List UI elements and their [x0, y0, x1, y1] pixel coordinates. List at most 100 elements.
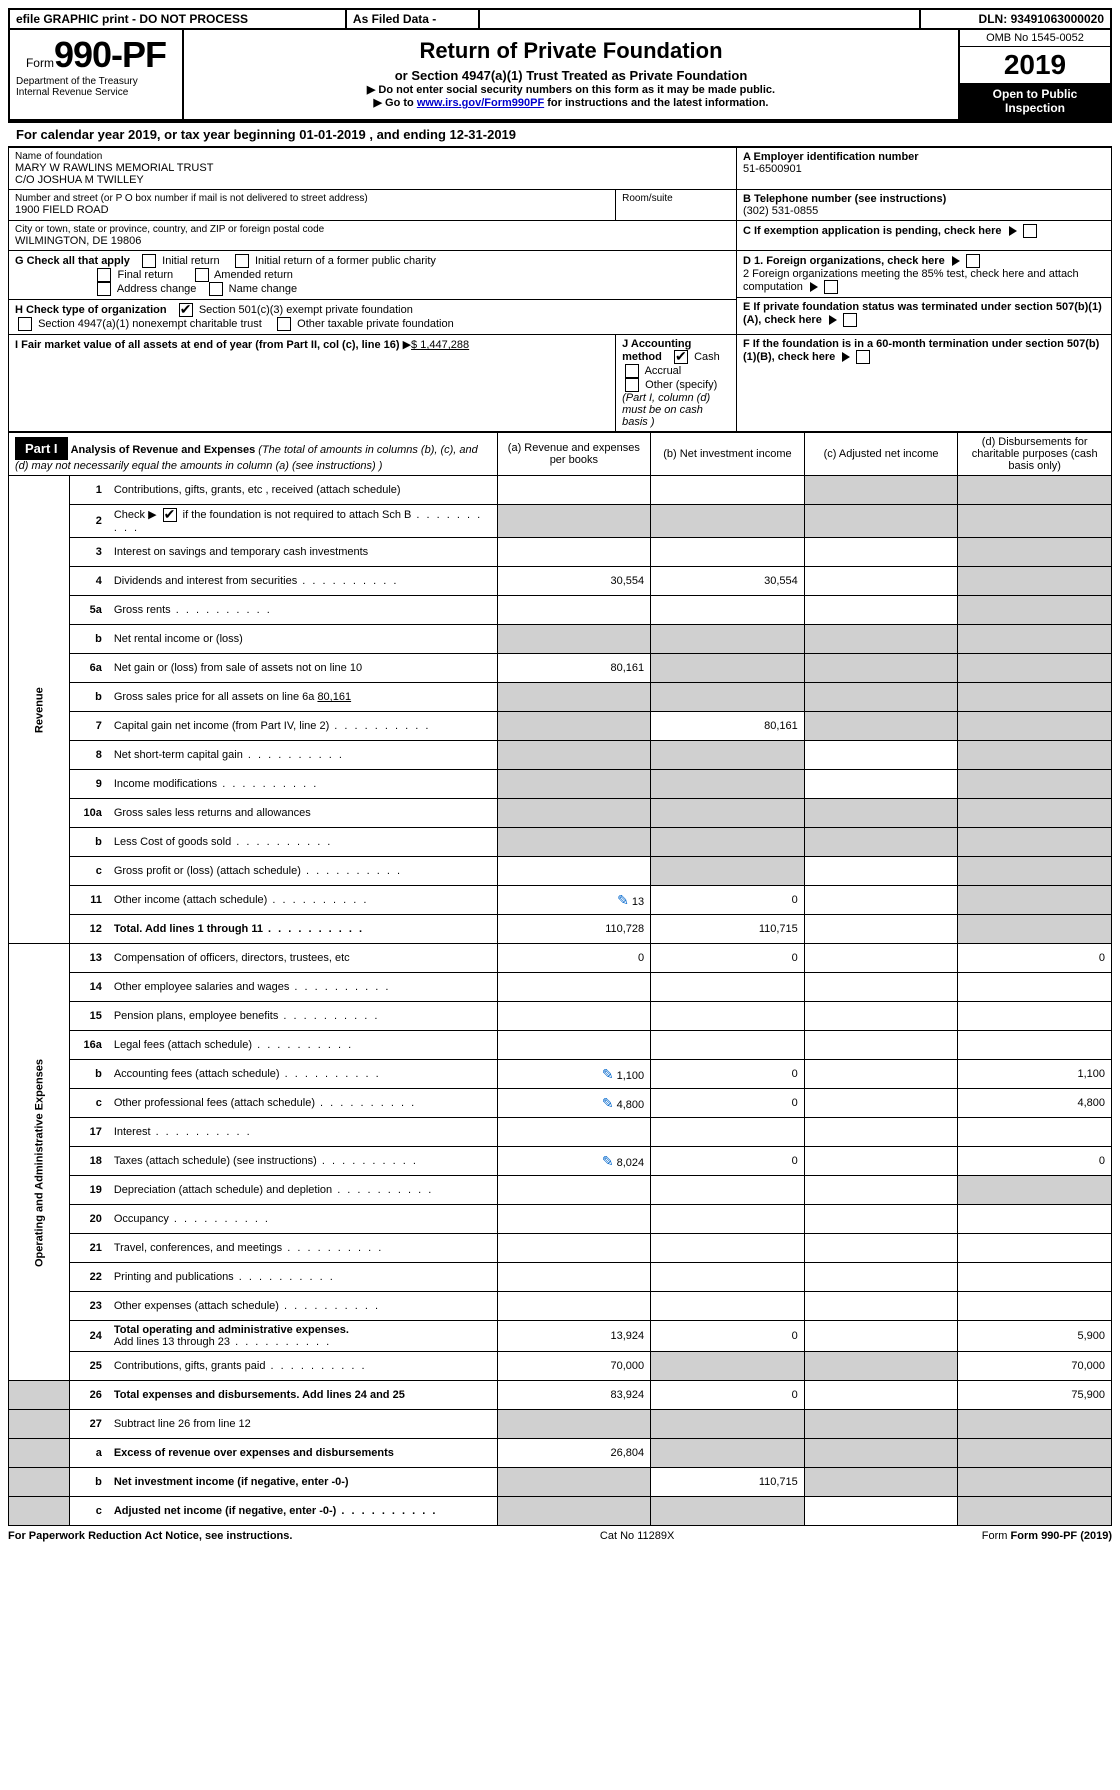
arrow-icon — [842, 352, 850, 362]
checkbox-accrual[interactable] — [625, 364, 639, 378]
foundation-co: C/O JOSHUA M TWILLEY — [15, 174, 730, 186]
r24-b: 0 — [651, 1321, 805, 1352]
irs-link[interactable]: www.irs.gov/Form990PF — [417, 97, 544, 109]
r16c-d: Other professional fees (attach schedule… — [114, 1097, 315, 1109]
line-7-no: 7 — [70, 712, 108, 741]
line-8-no: 8 — [70, 741, 108, 770]
r4-b: 30,554 — [651, 567, 805, 596]
checkbox-d1[interactable] — [966, 254, 980, 268]
line-10b-desc: Less Cost of goods sold — [108, 828, 497, 857]
line-16b-no: b — [70, 1060, 108, 1089]
checkbox-other-tax[interactable] — [277, 317, 291, 331]
line-22-desc: Printing and publications — [108, 1263, 497, 1292]
dln-value: 93491063000020 — [1011, 12, 1104, 26]
dept-line2: Internal Revenue Service — [16, 87, 176, 98]
attach-icon[interactable]: ✎ — [617, 892, 629, 908]
form-container: efile GRAPHIC print - DO NOT PROCESS As … — [8, 8, 1112, 121]
checkbox-other-acct[interactable] — [625, 378, 639, 392]
r25-d: Contributions, gifts, grants paid — [114, 1360, 266, 1372]
r24-d: Total operating and administrative expen… — [114, 1324, 349, 1336]
line-26-desc: Total expenses and disbursements. Add li… — [108, 1381, 497, 1410]
r24-a: 13,924 — [497, 1321, 651, 1352]
hint-1: ▶ Do not enter social security numbers o… — [192, 83, 950, 96]
checkbox-initial-former[interactable] — [235, 254, 249, 268]
line-16c-desc: Other professional fees (attach schedule… — [108, 1089, 497, 1118]
city-label: City or town, state or province, country… — [15, 224, 730, 235]
checkbox-e[interactable] — [843, 313, 857, 327]
r27a-a: 26,804 — [497, 1439, 651, 1468]
checkbox-amended[interactable] — [195, 268, 209, 282]
r18-a: 8,024 — [617, 1157, 645, 1169]
r24-d2: Add lines 13 through 23 — [114, 1336, 230, 1348]
checkbox-namechg[interactable] — [209, 282, 223, 296]
checkbox-cash[interactable] — [674, 350, 688, 364]
r11-d: Other income (attach schedule) — [114, 894, 267, 906]
arrow-icon — [952, 256, 960, 266]
g-namechg: Name change — [229, 283, 298, 295]
checkbox-f[interactable] — [856, 350, 870, 364]
checkbox-501c3[interactable] — [179, 303, 193, 317]
checkbox-schb[interactable] — [163, 508, 177, 522]
r5a-d: Gross rents — [114, 604, 171, 616]
h-label: H Check type of organization — [15, 304, 167, 316]
line-7-desc: Capital gain net income (from Part IV, l… — [108, 712, 497, 741]
expenses-side-label: Operating and Administrative Expenses — [9, 944, 70, 1381]
name-label: Name of foundation — [15, 151, 730, 162]
line-6a-no: 6a — [70, 654, 108, 683]
r16c-d: 4,800 — [958, 1089, 1112, 1118]
line-5b-no: b — [70, 625, 108, 654]
attach-icon[interactable]: ✎ — [602, 1095, 614, 1111]
line-14-desc: Other employee salaries and wages — [108, 973, 497, 1002]
r20-d: Occupancy — [114, 1213, 169, 1225]
g-amended: Amended return — [214, 269, 293, 281]
checkbox-4947[interactable] — [18, 317, 32, 331]
addr-label: Number and street (or P O box number if … — [15, 193, 609, 204]
r13-d: 0 — [958, 944, 1112, 973]
r2-post: if the foundation is not required to att… — [180, 509, 412, 521]
efile-notice: efile GRAPHIC print - DO NOT PROCESS — [9, 9, 346, 29]
checkbox-d2[interactable] — [824, 280, 838, 294]
r16b-a: 1,100 — [617, 1070, 645, 1082]
r25-d-val: 70,000 — [958, 1352, 1112, 1381]
line-9-desc: Income modifications — [108, 770, 497, 799]
r12-b: 110,715 — [651, 915, 805, 944]
line-25-desc: Contributions, gifts, grants paid — [108, 1352, 497, 1381]
checkbox-final[interactable] — [97, 268, 111, 282]
checkbox-initial[interactable] — [142, 254, 156, 268]
part1-label: Part I — [15, 437, 68, 460]
footer-form: Form 990-PF (2019) — [1011, 1530, 1112, 1542]
r17-d: Interest — [114, 1126, 151, 1138]
line-22-no: 22 — [70, 1263, 108, 1292]
footer-mid: Cat No 11289X — [600, 1530, 674, 1542]
part1-title: Analysis of Revenue and Expenses — [71, 444, 256, 456]
part1-table: Part I Analysis of Revenue and Expenses … — [8, 432, 1112, 1526]
line-27a-desc: Excess of revenue over expenses and disb… — [108, 1439, 497, 1468]
top-bar: efile GRAPHIC print - DO NOT PROCESS As … — [9, 9, 1111, 29]
attach-icon[interactable]: ✎ — [602, 1066, 614, 1082]
r7-d: Capital gain net income (from Part IV, l… — [114, 720, 329, 732]
dln-label: DLN: — [979, 12, 1008, 26]
dln-cell: DLN: 93491063000020 — [920, 9, 1111, 29]
line-11-no: 11 — [70, 886, 108, 915]
line-16b-desc: Accounting fees (attach schedule) — [108, 1060, 497, 1089]
line-5a-no: 5a — [70, 596, 108, 625]
checkbox-c[interactable] — [1023, 224, 1037, 238]
r26-d-val: 75,900 — [958, 1381, 1112, 1410]
arrow-icon — [810, 282, 818, 292]
form-word: Form — [26, 56, 54, 70]
line-21-desc: Travel, conferences, and meetings — [108, 1234, 497, 1263]
city-value: WILMINGTON, DE 19806 — [15, 235, 730, 247]
cal-pre: For calendar year 2019, or tax year begi… — [16, 127, 299, 142]
room-label: Room/suite — [622, 193, 730, 204]
ein-value: 51-6500901 — [743, 163, 1105, 175]
line-10c-no: c — [70, 857, 108, 886]
line-24-no: 24 — [70, 1321, 108, 1352]
line-2-no: 2 — [70, 505, 108, 538]
attach-icon[interactable]: ✎ — [602, 1153, 614, 1169]
line-16a-no: 16a — [70, 1031, 108, 1060]
r13-b: 0 — [651, 944, 805, 973]
checkbox-address[interactable] — [97, 282, 111, 296]
r16c-b: 0 — [651, 1089, 805, 1118]
line-26-no: 26 — [70, 1381, 108, 1410]
footer-left: For Paperwork Reduction Act Notice, see … — [8, 1530, 292, 1542]
